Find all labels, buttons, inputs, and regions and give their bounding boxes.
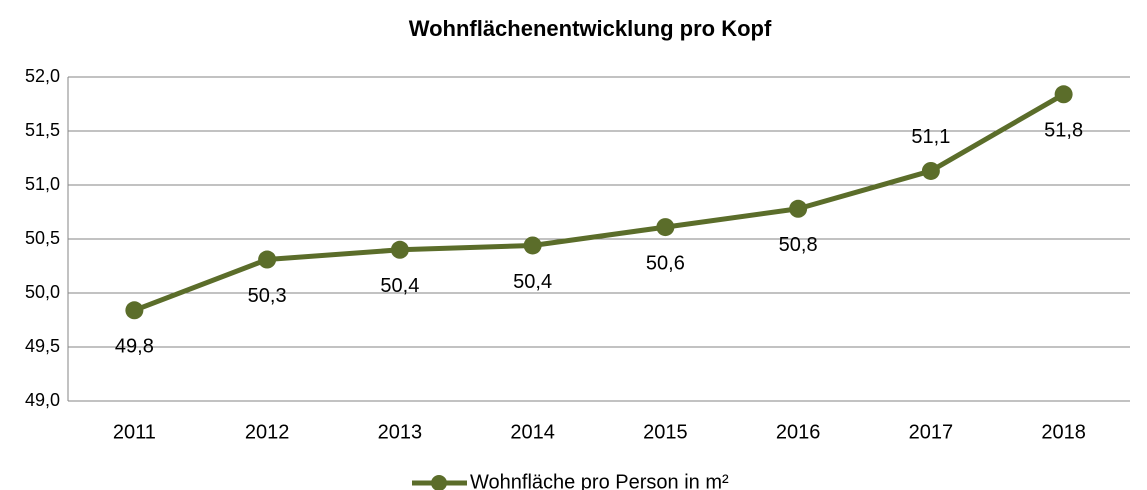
x-tick-label: 2018 [1041, 421, 1086, 443]
y-tick-label: 49,5 [25, 336, 60, 356]
legend-marker [431, 475, 447, 490]
x-tick-label: 2013 [378, 421, 423, 443]
data-point [390, 240, 409, 259]
series-line [133, 92, 1065, 313]
y-tick-label: 52,0 [25, 66, 60, 86]
data-label: 51,8 [1044, 120, 1083, 142]
x-tick-label: 2017 [909, 421, 954, 443]
legend-label: Wohnfläche pro Person in m² [470, 471, 729, 490]
data-label: 51,1 [911, 126, 950, 148]
x-tick-label: 2012 [245, 421, 290, 443]
data-point [523, 236, 542, 255]
x-tick-label: 2011 [113, 421, 156, 443]
y-tick-label: 51,0 [25, 174, 60, 194]
y-tick-label: 50,5 [25, 228, 60, 248]
data-point [125, 301, 144, 320]
data-label: 50,3 [248, 285, 287, 307]
data-label: 49,8 [115, 336, 154, 358]
data-point [921, 161, 940, 180]
data-label: 50,4 [380, 275, 419, 297]
data-label: 50,8 [779, 234, 818, 256]
data-point [656, 218, 675, 237]
y-tick-label: 51,5 [25, 120, 60, 140]
y-tick-label: 49,0 [25, 390, 60, 410]
x-tick-label: 2015 [643, 421, 688, 443]
data-point [258, 250, 277, 269]
data-label: 50,6 [646, 252, 685, 274]
data-point [789, 199, 808, 218]
y-tick-label: 50,0 [25, 282, 60, 302]
chart-title: Wohnflächenentwicklung pro Kopf [409, 16, 772, 41]
data-label: 50,4 [513, 271, 552, 293]
data-point [1054, 85, 1073, 104]
x-tick-label: 2016 [776, 421, 821, 443]
x-tick-label: 2014 [510, 421, 555, 443]
